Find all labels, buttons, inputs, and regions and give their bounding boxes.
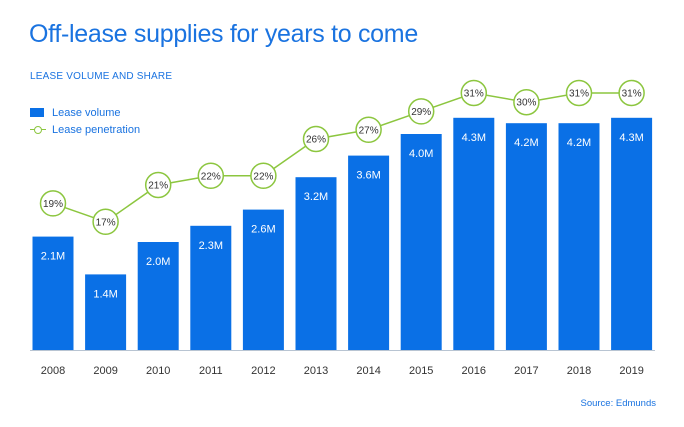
- x-tick-label-2019: 2019: [619, 365, 643, 377]
- penetration-point-2012: [250, 162, 277, 190]
- penetration-label-2012: 22%: [253, 171, 273, 182]
- bar-label-2017: 4.2M: [514, 137, 538, 149]
- bar-2012: [242, 209, 284, 350]
- penetration-label-2017: 30%: [516, 98, 536, 109]
- penetration-point-2017: [513, 88, 540, 116]
- bar-2011: [190, 225, 232, 350]
- bar-2009: [85, 274, 127, 350]
- penetration-label-2009: 17%: [96, 217, 116, 228]
- penetration-label-2010: 21%: [148, 181, 168, 192]
- penetration-label-2011: 22%: [201, 171, 221, 182]
- bar-label-2009: 1.4M: [93, 288, 117, 300]
- penetration-point-2010: [144, 171, 172, 199]
- penetration-label-2008: 19%: [43, 199, 63, 210]
- penetration-label-2014: 27%: [359, 125, 379, 136]
- legend-bar-swatch: [30, 108, 44, 117]
- x-tick-label-2008: 2008: [41, 365, 65, 377]
- bar-label-2010: 2.0M: [146, 256, 170, 268]
- x-tick-label-2010: 2010: [146, 365, 170, 377]
- penetration-point-2019: [618, 79, 645, 107]
- legend-line-swatch: [30, 125, 46, 134]
- bar-label-2011: 2.3M: [199, 240, 223, 252]
- legend-label-volume: Lease volume: [52, 106, 121, 119]
- legend-item-penetration: Lease penetration: [30, 121, 140, 138]
- x-tick-label-2014: 2014: [356, 365, 380, 377]
- bar-2015: [400, 134, 442, 350]
- chart-title: Off-lease supplies for years to come: [29, 20, 418, 48]
- x-tick-label-2017: 2017: [514, 365, 538, 377]
- chart-subtitle: LEASE VOLUME AND SHARE: [30, 71, 173, 82]
- x-tick-label-2011: 2011: [199, 365, 223, 377]
- penetration-point-2014: [355, 116, 382, 144]
- penetration-point-2015: [407, 98, 435, 125]
- bar-2017: [505, 123, 547, 350]
- bar-label-2019: 4.3M: [619, 132, 643, 144]
- bar-label-2012: 2.6M: [251, 224, 275, 236]
- bar-2018: [558, 123, 600, 350]
- bar-2013: [295, 177, 337, 350]
- bar-2019: [611, 117, 653, 350]
- x-tick-label-2013: 2013: [304, 365, 328, 377]
- penetration-point-2009: [92, 208, 119, 236]
- penetration-label-2015: 29%: [411, 107, 431, 118]
- penetration-label-2016: 31%: [464, 89, 484, 100]
- penetration-label-2019: 31%: [622, 89, 642, 100]
- bar-label-2018: 4.2M: [567, 137, 591, 149]
- bar-2010: [137, 242, 179, 350]
- penetration-label-2013: 26%: [306, 135, 326, 146]
- penetration-point-2013: [302, 125, 330, 153]
- source-note: Source: Edmunds: [580, 398, 656, 409]
- x-tick-label-2016: 2016: [462, 365, 486, 377]
- bar-label-2014: 3.6M: [356, 170, 380, 182]
- bar-label-2016: 4.3M: [462, 132, 486, 144]
- bar-label-2015: 4.0M: [409, 148, 433, 160]
- bar-label-2008: 2.1M: [41, 251, 65, 263]
- legend-item-volume: Lease volume: [30, 104, 140, 121]
- x-tick-label-2018: 2018: [567, 365, 591, 377]
- penetration-label-2018: 31%: [569, 89, 589, 100]
- x-tick-label-2015: 2015: [409, 365, 433, 377]
- bar-label-2013: 3.2M: [304, 191, 328, 203]
- bar-2014: [348, 155, 390, 350]
- penetration-point-2018: [565, 79, 593, 107]
- bar-2016: [453, 117, 495, 350]
- x-tick-label-2009: 2009: [93, 365, 117, 377]
- legend-label-penetration: Lease penetration: [52, 123, 141, 136]
- x-tick-label-2012: 2012: [251, 365, 275, 377]
- legend: Lease volume Lease penetration: [30, 104, 140, 138]
- bar-2008: [32, 236, 74, 350]
- penetration-point-2016: [460, 79, 488, 107]
- penetration-point-2008: [39, 190, 67, 217]
- penetration-point-2011: [197, 162, 225, 190]
